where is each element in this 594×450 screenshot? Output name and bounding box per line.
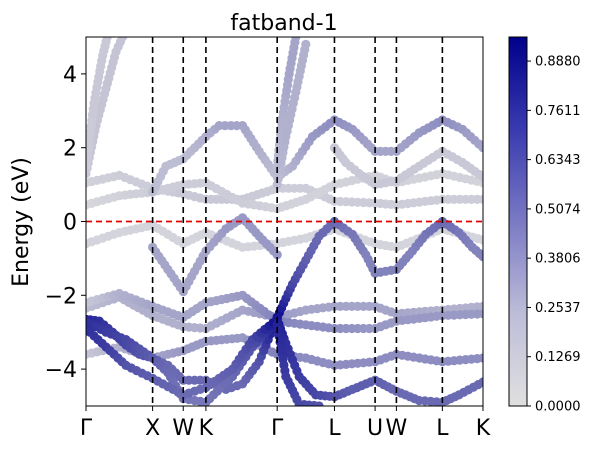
y-tick-label: 4 xyxy=(63,63,77,88)
colorbar-tick-label: 0.8880 xyxy=(535,55,581,70)
band-point xyxy=(478,143,483,153)
colorbar-tick-label: 0.1269 xyxy=(535,350,581,365)
x-tick-label: W xyxy=(386,416,408,441)
y-tick-label: 2 xyxy=(63,137,77,162)
band-point xyxy=(478,172,483,182)
band-point xyxy=(478,309,483,319)
x-tick-label: K xyxy=(199,416,214,441)
x-tick-label: W xyxy=(172,416,194,441)
band-point xyxy=(478,301,483,311)
band-point xyxy=(291,37,301,42)
band-point xyxy=(478,194,483,204)
band-point xyxy=(118,37,128,42)
y-tick-label: −2 xyxy=(45,284,77,309)
colorbar-tick-label: 0.6343 xyxy=(535,153,581,168)
colorbar-ticks: 0.0000 0.1269 0.2537 0.3806 0.5074 0.6343 0.76… xyxy=(527,55,581,415)
y-tick-label: −4 xyxy=(45,358,77,383)
band-point xyxy=(314,401,324,406)
x-tick-label: L xyxy=(436,416,449,441)
band-point xyxy=(301,39,311,50)
y-axis-label: Energy (eV) xyxy=(9,157,34,287)
colorbar-tick-label: 0.7611 xyxy=(535,104,581,119)
band-point xyxy=(478,235,483,245)
band-point xyxy=(478,353,483,363)
y-axis-ticks: 4 2 0 −2 −4 xyxy=(45,63,86,383)
x-tick-label: Γ xyxy=(271,416,284,441)
colorbar-tick-label: 0.2537 xyxy=(535,301,581,316)
band-point xyxy=(478,377,483,387)
x-tick-label: U xyxy=(367,416,383,441)
colorbar-tick-label: 0.0000 xyxy=(535,400,581,415)
colorbar-tick-label: 0.5074 xyxy=(535,202,581,217)
x-tick-label: X xyxy=(145,416,160,441)
band-point xyxy=(272,250,282,260)
band-point xyxy=(102,37,112,42)
y-tick-label: 0 xyxy=(63,211,77,236)
colorbar-tick-label: 0.3806 xyxy=(535,252,581,267)
x-tick-label: L xyxy=(328,416,341,441)
band-points xyxy=(86,37,483,406)
x-tick-label: K xyxy=(476,416,491,441)
band-point xyxy=(478,252,483,262)
colorbar xyxy=(508,36,528,407)
chart-title: fatband-1 xyxy=(230,11,337,36)
x-tick-label: Γ xyxy=(80,416,93,441)
